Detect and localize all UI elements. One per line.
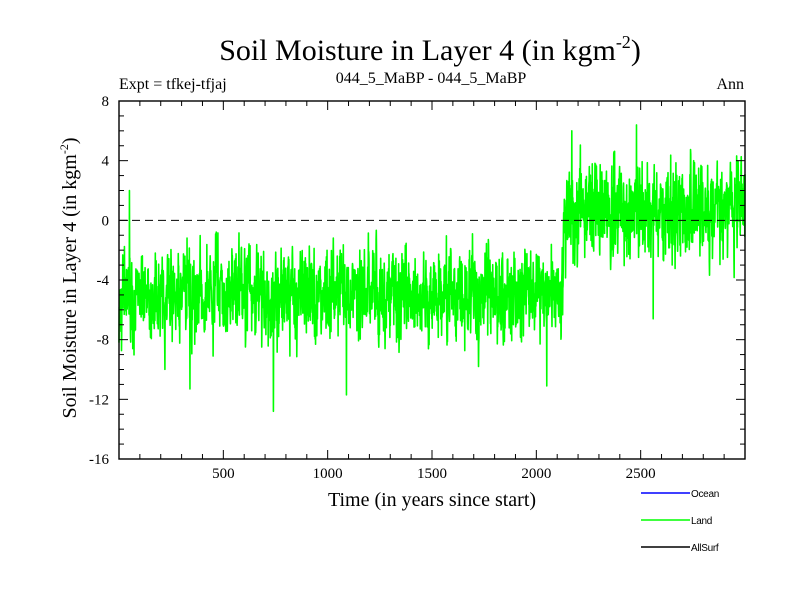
x-tick-label: 2000 [521,466,551,482]
y-axis-label-superscript: -2 [57,144,71,154]
legend-label-allsurf: AllSurf [691,543,719,554]
legend-label-land: Land [691,516,712,527]
y-axis-label: Soil Moisture in Layer 4 (in kgm-2) [57,137,81,418]
chart-title-close: ) [631,34,641,67]
subtitle-center: 044_5_MaBP - 044_5_MaBP [336,70,527,87]
data-layer [118,124,746,413]
y-tick-label: -4 [97,273,110,289]
y-tick-label: -8 [97,333,110,349]
x-tick-label: 500 [212,466,235,482]
x-tick-labels: 500 1000 1500 2000 2500 [212,466,656,482]
y-tick-label: 8 [102,94,110,110]
x-tick-label: 2500 [626,466,656,482]
y-axis-label-close: ) [59,137,81,144]
y-tick-labels: 8 4 0 -4 -8 -12 -16 [89,94,110,468]
x-tick-label: 1000 [313,466,343,482]
x-tick-label: 1500 [417,466,447,482]
x-axis-label: Time (in years since start) [328,489,536,511]
legend: Ocean Land AllSurf [641,489,719,554]
series-line-land [118,124,746,413]
subtitle-season: Ann [716,76,744,93]
legend-label-ocean: Ocean [691,489,719,500]
chart-title-main: Soil Moisture in Layer 4 (in kgm [219,34,616,67]
chart-title-superscript: -2 [616,32,631,52]
y-tick-label: -12 [89,392,109,408]
subtitle-experiment: Expt = tfkej-tfjaj [119,76,227,93]
y-tick-label: 4 [102,154,110,170]
chart-title: Soil Moisture in Layer 4 (in kgm-2) [219,32,641,67]
y-tick-label: 0 [102,213,110,229]
y-tick-label: -16 [89,452,109,468]
y-axis-label-main: Soil Moisture in Layer 4 (in kgm [59,154,81,419]
axes [118,100,746,460]
